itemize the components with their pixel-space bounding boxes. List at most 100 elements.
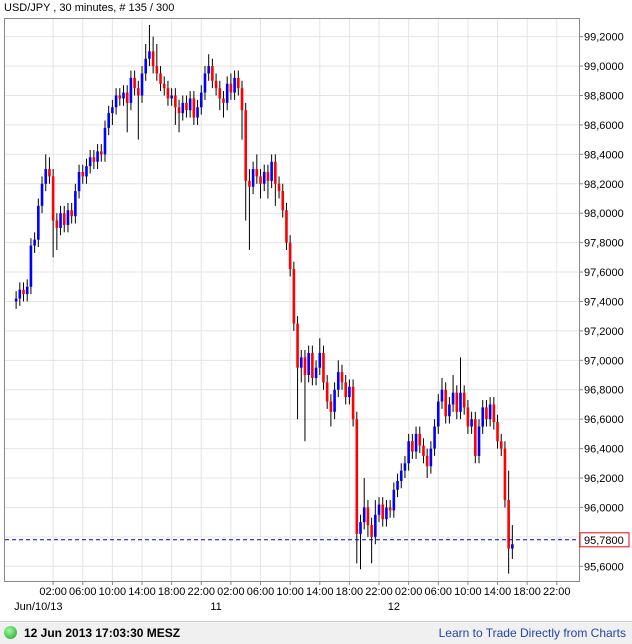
candle-body <box>477 426 481 456</box>
candle-body <box>481 407 485 427</box>
candle-body <box>377 504 381 515</box>
candle-body <box>51 176 55 221</box>
candle-body <box>466 407 470 427</box>
candle-body <box>255 169 259 177</box>
x-tick-label: 06:00 <box>247 586 275 598</box>
candle-body <box>188 98 192 111</box>
candle-body <box>399 470 403 481</box>
candle-body <box>407 441 410 464</box>
candle-body <box>322 352 325 383</box>
candle-body <box>285 210 288 243</box>
current-price-box <box>579 532 630 548</box>
chart-title: USD/JPY , 30 minutes, # 135 / 300 <box>4 2 174 14</box>
candle-body <box>288 242 292 270</box>
x-tick-label: 14:00 <box>484 586 512 598</box>
candle-body <box>485 407 488 420</box>
candle-body <box>418 433 422 446</box>
x-tick-label: 02:00 <box>39 586 67 598</box>
candle-body <box>111 107 114 114</box>
candle-body <box>196 107 199 118</box>
candle-body <box>262 172 266 184</box>
candle-body <box>222 98 225 103</box>
candle-body <box>162 83 166 89</box>
y-tick-label: 97,2000 <box>584 326 624 338</box>
x-tick-label: 10:00 <box>454 586 482 598</box>
candle-body <box>351 386 355 420</box>
candle-body <box>396 480 399 490</box>
candle-body <box>48 169 51 177</box>
candle-body <box>296 323 299 368</box>
y-tick-label: 96,8000 <box>584 385 624 397</box>
candle-body <box>122 92 125 99</box>
plot-frame <box>4 18 580 582</box>
candle-body <box>155 66 159 74</box>
candle-body <box>33 239 36 246</box>
candle-body <box>251 169 255 187</box>
candle-body <box>303 357 307 376</box>
candle-body <box>259 176 262 184</box>
candle-body <box>151 51 155 67</box>
candle-body <box>374 514 377 537</box>
y-tick-label: 97,8000 <box>584 238 624 250</box>
candle-body <box>414 433 418 452</box>
candle-body <box>340 372 344 383</box>
chart: USD/JPY , 30 minutes, # 135 / 300 95,600… <box>4 2 630 613</box>
candle-body <box>392 489 396 511</box>
candle-body <box>281 191 285 211</box>
candle-body <box>166 88 170 99</box>
candle-body <box>411 441 414 452</box>
candle-body <box>381 504 385 520</box>
y-tick-label: 99,0000 <box>584 61 624 73</box>
candle-body <box>233 77 236 93</box>
promo-link[interactable]: Learn to Trade Directly from Charts <box>438 626 626 640</box>
candle-body <box>96 151 99 162</box>
candle-body <box>240 88 244 111</box>
y-tick-label: 97,4000 <box>584 296 624 308</box>
candle-body <box>355 419 359 534</box>
candle-body <box>133 77 136 89</box>
candle-body <box>440 389 444 402</box>
candle-body <box>214 80 218 89</box>
candle-body <box>185 102 188 111</box>
y-tick-label: 98,4000 <box>584 149 624 161</box>
status-icon <box>4 626 17 639</box>
candle-body <box>70 210 73 217</box>
x-tick-label: 18:00 <box>336 586 364 598</box>
x-tick-label: 18:00 <box>158 586 186 598</box>
x-tick-label: 22:00 <box>543 586 571 598</box>
candle-body <box>403 463 407 471</box>
x-tick-label: 14:00 <box>306 586 334 598</box>
y-tick-label: 97,6000 <box>584 267 624 279</box>
candle-body <box>299 357 303 368</box>
candle-body <box>225 83 229 103</box>
date-label: 11 <box>210 601 221 613</box>
candle-body <box>314 367 318 378</box>
x-tick-label: 10:00 <box>276 586 304 598</box>
candle-body <box>118 95 122 99</box>
candle-body <box>444 389 447 417</box>
candle-body <box>266 172 270 181</box>
candle-body <box>511 544 514 549</box>
candle-body <box>388 507 392 511</box>
candle-body <box>359 522 362 534</box>
candle-body <box>55 220 59 228</box>
current-price-label: 95,7800 <box>584 535 624 547</box>
candle-body <box>192 98 196 118</box>
candle-body <box>59 213 62 228</box>
candle-body <box>66 210 70 225</box>
candle-body <box>211 66 214 81</box>
candle-body <box>455 392 459 412</box>
candle-body <box>14 298 18 302</box>
candle-body <box>207 66 210 74</box>
candle-body <box>385 507 388 520</box>
y-tick-label: 96,4000 <box>584 444 624 456</box>
candle-body <box>129 77 133 103</box>
candle-body <box>270 161 273 181</box>
candle-body <box>199 92 203 108</box>
candle-body <box>492 404 496 423</box>
candle-body <box>74 191 77 217</box>
candle-body <box>307 352 310 376</box>
candle-body <box>181 102 185 114</box>
candle-body <box>248 180 251 187</box>
candle-body <box>425 455 429 467</box>
